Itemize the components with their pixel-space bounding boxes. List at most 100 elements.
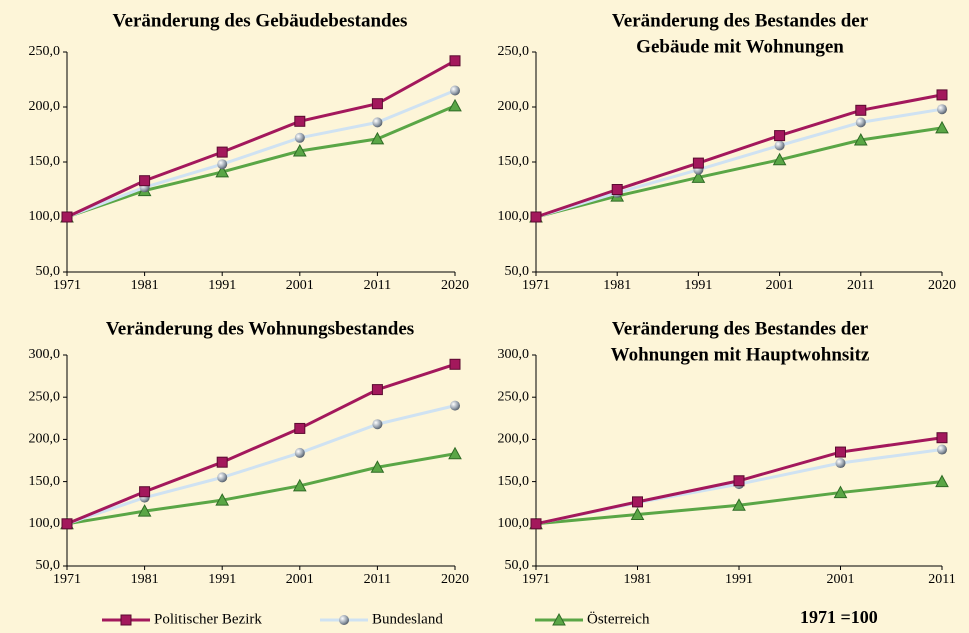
y-tick-label: 150,0 (498, 474, 530, 489)
circle-marker (774, 140, 785, 151)
circle-marker (835, 458, 846, 469)
triangle-marker (370, 131, 385, 145)
y-tick-label: 250,0 (29, 389, 61, 404)
series-line (66, 452, 456, 526)
square-marker (294, 422, 306, 434)
square-marker (936, 89, 948, 101)
square-marker (61, 211, 73, 223)
triangle-marker (448, 98, 462, 112)
chart-title: Wohnungen mit Hauptwohnsitz (611, 344, 870, 365)
y-tick-label: 50,0 (36, 264, 61, 279)
x-tick-label: 1971 (53, 572, 81, 587)
y-tick-label: 200,0 (498, 432, 530, 447)
legend-marker (339, 615, 349, 625)
triangle-marker (691, 170, 706, 183)
x-tick-label: 1971 (522, 572, 550, 587)
circle-marker (937, 104, 947, 115)
triangle-marker (215, 164, 230, 178)
square-marker (774, 130, 786, 142)
y-tick-label: 250,0 (29, 44, 61, 59)
triangle-marker (833, 485, 848, 499)
square-marker (632, 496, 643, 508)
circle-marker (937, 444, 947, 455)
x-tick-label: 1991 (208, 278, 236, 293)
circle-marker (450, 400, 460, 411)
circle-marker (372, 419, 383, 430)
triangle-marker (935, 120, 949, 134)
y-tick-label: 50,0 (505, 558, 530, 573)
y-tick-label: 250,0 (498, 44, 530, 59)
square-marker (835, 446, 846, 458)
triangle-marker (853, 132, 868, 146)
series-line (66, 59, 456, 219)
triangle-marker (215, 493, 230, 506)
series-line (535, 126, 943, 219)
note: 1971 =100 (800, 607, 878, 627)
triangle-marker (137, 504, 152, 517)
x-tick-label: 2001 (827, 572, 855, 587)
y-tick-label: 200,0 (29, 99, 61, 114)
x-tick-label: 2011 (928, 572, 955, 587)
legend-label: Österreich (587, 610, 650, 627)
x-tick-label: 2011 (847, 278, 874, 293)
series-line (535, 107, 943, 219)
square-marker (216, 146, 228, 158)
square-marker (530, 518, 542, 530)
x-tick-label: 1971 (522, 278, 550, 293)
square-marker (294, 115, 306, 127)
triangle-marker (772, 152, 787, 166)
x-tick-label: 1981 (131, 278, 159, 293)
y-tick-label: 150,0 (498, 154, 530, 169)
square-marker (449, 358, 461, 370)
circle-marker (372, 117, 383, 128)
circle-marker (294, 132, 305, 143)
square-marker (371, 384, 383, 396)
triangle-marker (292, 478, 307, 492)
circle-marker (217, 159, 228, 170)
x-tick-label: 2001 (286, 278, 314, 293)
chart-title: Veränderung des Gebäudebestandes (113, 10, 408, 31)
x-tick-label: 1971 (53, 278, 81, 293)
triangle-marker (448, 446, 462, 460)
square-marker (733, 475, 745, 487)
y-tick-label: 100,0 (498, 516, 530, 531)
circle-marker (217, 472, 228, 483)
x-tick-label: 1981 (131, 572, 159, 587)
circle-marker (450, 85, 460, 96)
legend-marker (552, 612, 566, 626)
x-tick-label: 2001 (286, 572, 314, 587)
x-tick-label: 1991 (208, 572, 236, 587)
y-tick-label: 150,0 (29, 474, 61, 489)
series-line (66, 404, 456, 526)
series-line (66, 104, 456, 219)
x-tick-label: 1991 (725, 572, 753, 587)
x-tick-label: 1981 (603, 278, 631, 293)
triangle-marker (630, 507, 645, 521)
chart-title: Veränderung des Wohnungsbestandes (106, 318, 414, 339)
y-tick-label: 200,0 (29, 432, 61, 447)
chart-title: Gebäude mit Wohnungen (636, 36, 844, 57)
triangle-marker (732, 498, 746, 511)
x-tick-label: 1981 (624, 572, 652, 587)
x-tick-label: 1991 (684, 278, 712, 293)
square-marker (139, 486, 151, 498)
legend-marker (120, 614, 132, 626)
x-tick-label: 2001 (766, 278, 794, 293)
x-tick-label: 2020 (441, 572, 469, 587)
legend-label: Bundesland (372, 611, 443, 627)
y-tick-label: 150,0 (29, 154, 61, 169)
y-tick-label: 50,0 (505, 264, 530, 279)
square-marker (61, 518, 73, 530)
circle-marker (294, 447, 305, 458)
triangle-marker (935, 474, 949, 488)
y-tick-label: 250,0 (498, 389, 530, 404)
y-tick-label: 100,0 (29, 209, 61, 224)
triangle-marker (292, 143, 307, 157)
y-tick-label: 100,0 (498, 209, 530, 224)
square-marker (449, 55, 461, 67)
square-marker (371, 98, 383, 110)
y-tick-label: 300,0 (498, 347, 530, 362)
square-marker (936, 432, 948, 444)
